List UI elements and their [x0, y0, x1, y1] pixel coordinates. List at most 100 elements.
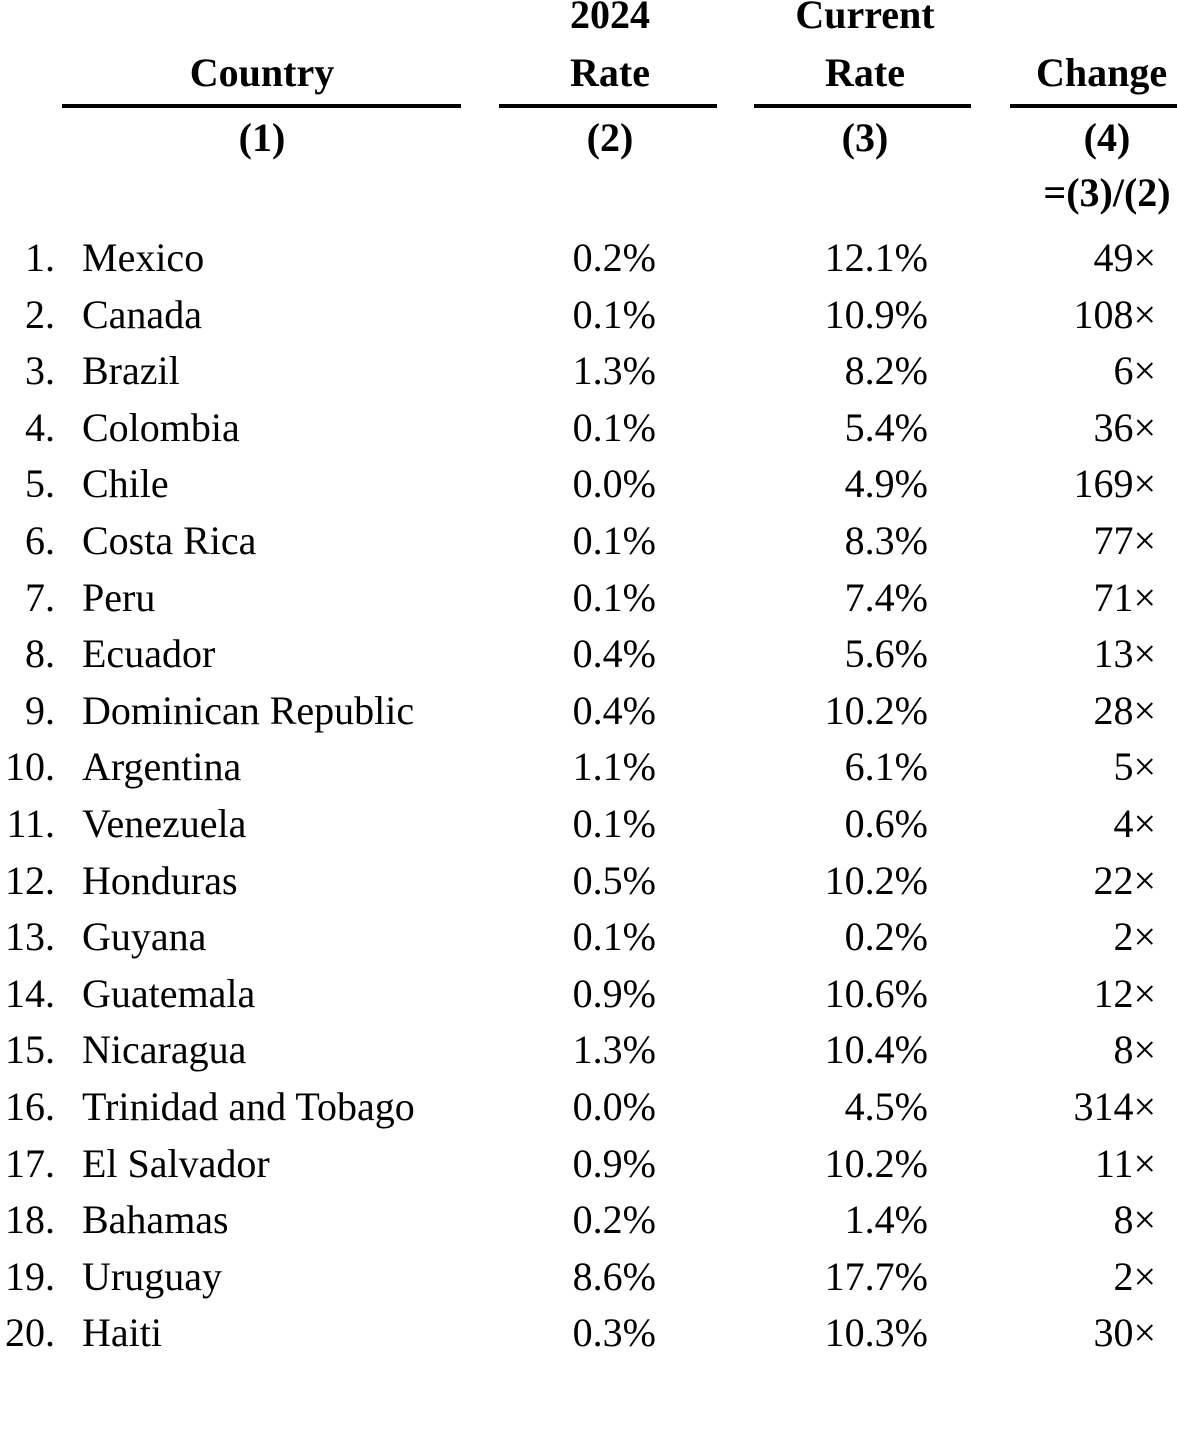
country-cell: Uruguay — [82, 1253, 222, 1299]
country-cell: Chile — [82, 461, 169, 507]
column-number-2: (2) — [586, 115, 634, 160]
current-rate-cell: 8.3% — [844, 518, 928, 563]
country-cell: Trinidad and Tobago — [82, 1084, 415, 1129]
rate-2024-cell: 0.9% — [572, 1140, 656, 1186]
country-cell: Honduras — [82, 857, 238, 903]
header-rule-4 — [1010, 104, 1177, 108]
rank-cell: 20. — [5, 1310, 55, 1356]
rate-2024-cell: 0.0% — [572, 461, 656, 507]
header-rate-current: Rate — [825, 50, 905, 95]
rank-cell: 5. — [25, 461, 55, 507]
country-cell: Peru — [82, 574, 156, 620]
current-rate-cell: 8.2% — [844, 348, 928, 394]
current-rate-cell: 6.1% — [844, 744, 928, 790]
country-cell: El Salvador — [82, 1140, 270, 1186]
change-cell: 169× — [1073, 461, 1156, 507]
country-cell: Colombia — [82, 404, 240, 450]
current-rate-cell: 10.9% — [824, 291, 928, 337]
country-cell: Brazil — [82, 348, 180, 394]
change-cell: 4× — [1113, 801, 1156, 846]
rank-cell: 9. — [25, 687, 55, 733]
rate-2024-cell: 0.2% — [572, 1197, 656, 1243]
change-cell: 6× — [1113, 348, 1156, 394]
change-formula: =(3)/(2) — [1043, 170, 1171, 215]
change-cell: 13× — [1093, 631, 1156, 677]
current-rate-cell: 17.7% — [824, 1253, 928, 1299]
column-number-4: (4) — [1083, 115, 1131, 160]
rate-2024-cell: 0.1% — [572, 404, 656, 450]
rate-2024-cell: 0.1% — [572, 801, 656, 846]
rank-cell: 8. — [25, 631, 55, 677]
rate-2024-cell: 0.3% — [572, 1310, 656, 1356]
rank-cell: 18. — [5, 1197, 55, 1243]
current-rate-cell: 7.4% — [844, 574, 928, 620]
change-cell: 8× — [1113, 1197, 1156, 1243]
rate-2024-cell: 0.1% — [572, 574, 656, 620]
rate-2024-cell: 0.9% — [572, 970, 656, 1016]
country-cell: Venezuela — [82, 801, 247, 846]
change-cell: 2× — [1113, 914, 1156, 960]
current-rate-cell: 10.4% — [824, 1027, 928, 1073]
change-cell: 28× — [1093, 687, 1156, 733]
current-rate-cell: 10.2% — [824, 857, 928, 903]
country-cell: Guatemala — [82, 970, 256, 1016]
country-cell: Mexico — [82, 235, 205, 280]
change-cell: 5× — [1113, 744, 1156, 790]
change-cell: 30× — [1093, 1310, 1156, 1356]
rate-2024-cell: 0.4% — [572, 631, 656, 677]
rate-2024-cell: 1.3% — [572, 1027, 656, 1073]
change-cell: 314× — [1073, 1084, 1156, 1129]
current-rate-cell: 0.6% — [844, 801, 928, 846]
rank-cell: 4. — [25, 404, 55, 450]
current-rate-cell: 12.1% — [824, 235, 928, 280]
country-cell: Dominican Republic — [82, 687, 415, 733]
rank-cell: 7. — [25, 574, 55, 620]
change-cell: 108× — [1073, 291, 1156, 337]
current-rate-cell: 10.2% — [824, 687, 928, 733]
change-cell: 22× — [1093, 857, 1156, 903]
rank-cell: 6. — [25, 518, 55, 563]
rate-2024-cell: 8.6% — [572, 1253, 656, 1299]
country-cell: Nicaragua — [82, 1027, 247, 1073]
rank-cell: 16. — [5, 1084, 55, 1129]
rate-2024-cell: 0.0% — [572, 1084, 656, 1129]
country-cell: Bahamas — [82, 1197, 229, 1243]
rate-2024-cell: 1.3% — [572, 348, 656, 394]
current-rate-cell: 10.6% — [824, 970, 928, 1016]
header-rule-2 — [499, 104, 717, 108]
rank-cell: 19. — [5, 1253, 55, 1299]
rate-2024-cell: 1.1% — [572, 744, 656, 790]
rate-2024-cell: 0.2% — [572, 235, 656, 280]
change-cell: 77× — [1093, 518, 1156, 563]
column-number-3: (3) — [841, 115, 889, 160]
country-cell: Costa Rica — [82, 518, 257, 563]
header-change: Change — [1036, 50, 1168, 95]
header-2024: 2024 — [570, 0, 650, 37]
change-cell: 49× — [1093, 235, 1156, 280]
column-number-1: (1) — [238, 115, 286, 160]
rank-cell: 17. — [5, 1140, 55, 1186]
change-cell: 12× — [1093, 970, 1156, 1016]
rank-cell: 10. — [5, 744, 55, 790]
current-rate-cell: 4.9% — [844, 461, 928, 507]
country-cell: Guyana — [82, 914, 207, 960]
country-cell: Ecuador — [82, 631, 216, 677]
rank-cell: 12. — [5, 857, 55, 903]
rate-2024-cell: 0.1% — [572, 518, 656, 563]
change-cell: 8× — [1113, 1027, 1156, 1073]
rank-cell: 2. — [25, 291, 55, 337]
current-rate-cell: 10.2% — [824, 1140, 928, 1186]
change-cell: 71× — [1093, 574, 1156, 620]
rate-2024-cell: 0.1% — [572, 291, 656, 337]
current-rate-cell: 5.4% — [844, 404, 928, 450]
current-rate-cell: 10.3% — [824, 1310, 928, 1356]
current-rate-cell: 5.6% — [844, 631, 928, 677]
rank-cell: 14. — [5, 970, 55, 1016]
rank-cell: 15. — [5, 1027, 55, 1073]
country-cell: Argentina — [82, 744, 242, 790]
change-cell: 2× — [1113, 1253, 1156, 1299]
current-rate-cell: 4.5% — [844, 1084, 928, 1129]
rank-cell: 11. — [6, 801, 55, 846]
rate-2024-cell: 0.4% — [572, 687, 656, 733]
header-rate-2024: Rate — [570, 50, 650, 95]
